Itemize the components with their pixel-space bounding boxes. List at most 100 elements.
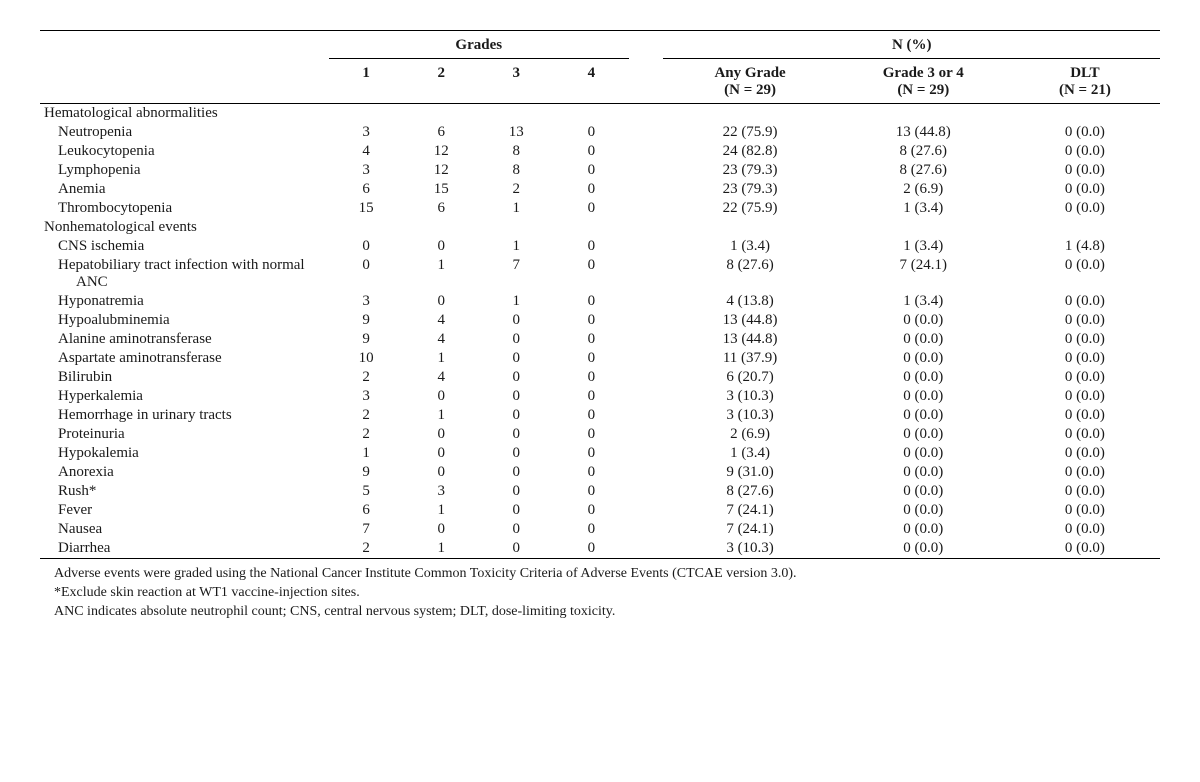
gap xyxy=(629,292,664,311)
table-row: Proteinuria20002 (6.9)0 (0.0)0 (0.0) xyxy=(40,425,1160,444)
cell-any-grade: 3 (10.3) xyxy=(663,539,836,559)
cell-grade-1: 7 xyxy=(329,520,404,539)
table-row: CNS ischemia00101 (3.4)1 (3.4)1 (4.8) xyxy=(40,237,1160,256)
cell-grade-2: 0 xyxy=(404,444,479,463)
adverse-events-table: Grades N (%) 1 2 3 4 Any Grade(N = 29) G… xyxy=(40,30,1160,559)
cell-grade-2: 0 xyxy=(404,237,479,256)
section-header: Nonhematological events xyxy=(40,218,1160,237)
col-any-grade: Any Grade(N = 29) xyxy=(663,59,836,104)
cell-grade-4: 0 xyxy=(554,330,629,349)
footnote-line: ANC indicates absolute neutrophil count;… xyxy=(54,603,1160,622)
cell-dlt: 0 (0.0) xyxy=(1010,425,1160,444)
cell-any-grade: 3 (10.3) xyxy=(663,387,836,406)
cell-grade-1: 2 xyxy=(329,368,404,387)
cell-grade-1: 6 xyxy=(329,180,404,199)
cell-grade-3: 0 xyxy=(479,520,554,539)
cell-dlt: 0 (0.0) xyxy=(1010,444,1160,463)
cell-grade-1: 6 xyxy=(329,501,404,520)
cell-grade-4: 0 xyxy=(554,406,629,425)
cell-grade-3: 1 xyxy=(479,199,554,218)
gap xyxy=(629,368,664,387)
cell-grade-2: 1 xyxy=(404,256,479,292)
gap xyxy=(629,406,664,425)
cell-grade-3-4: 0 (0.0) xyxy=(837,539,1010,559)
cell-grade-3-4: 0 (0.0) xyxy=(837,482,1010,501)
table-row: Fever61007 (24.1)0 (0.0)0 (0.0) xyxy=(40,501,1160,520)
cell-grade-1: 15 xyxy=(329,199,404,218)
cell-dlt: 0 (0.0) xyxy=(1010,539,1160,559)
cell-grade-3: 13 xyxy=(479,123,554,142)
cell-any-grade: 8 (27.6) xyxy=(663,256,836,292)
cell-grade-4: 0 xyxy=(554,292,629,311)
col-grade-3: 3 xyxy=(479,59,554,104)
table-row: Diarrhea21003 (10.3)0 (0.0)0 (0.0) xyxy=(40,539,1160,559)
cell-grade-2: 4 xyxy=(404,330,479,349)
cell-grade-3: 0 xyxy=(479,425,554,444)
cell-any-grade: 7 (24.1) xyxy=(663,501,836,520)
col-grade-4: 4 xyxy=(554,59,629,104)
cell-grade-3-4: 7 (24.1) xyxy=(837,256,1010,292)
cell-grade-3-4: 0 (0.0) xyxy=(837,387,1010,406)
cell-grade-2: 12 xyxy=(404,161,479,180)
cell-grade-3: 0 xyxy=(479,330,554,349)
row-label: Neutropenia xyxy=(40,123,329,142)
cell-any-grade: 22 (75.9) xyxy=(663,199,836,218)
cell-any-grade: 24 (82.8) xyxy=(663,142,836,161)
cell-grade-1: 5 xyxy=(329,482,404,501)
cell-grade-4: 0 xyxy=(554,349,629,368)
cell-grade-3-4: 0 (0.0) xyxy=(837,368,1010,387)
gap xyxy=(629,330,664,349)
gap xyxy=(629,311,664,330)
cell-grade-2: 6 xyxy=(404,123,479,142)
gap xyxy=(629,501,664,520)
cell-grade-1: 0 xyxy=(329,237,404,256)
cell-grade-3-4: 0 (0.0) xyxy=(837,330,1010,349)
row-label: Diarrhea xyxy=(40,539,329,559)
cell-grade-3: 0 xyxy=(479,368,554,387)
cell-any-grade: 23 (79.3) xyxy=(663,180,836,199)
cell-any-grade: 23 (79.3) xyxy=(663,161,836,180)
cell-dlt: 0 (0.0) xyxy=(1010,311,1160,330)
cell-grade-2: 1 xyxy=(404,406,479,425)
cell-dlt: 0 (0.0) xyxy=(1010,368,1160,387)
cell-grade-1: 3 xyxy=(329,292,404,311)
cell-grade-3-4: 1 (3.4) xyxy=(837,199,1010,218)
cell-grade-1: 3 xyxy=(329,387,404,406)
cell-any-grade: 9 (31.0) xyxy=(663,463,836,482)
cell-dlt: 0 (0.0) xyxy=(1010,520,1160,539)
cell-dlt: 0 (0.0) xyxy=(1010,142,1160,161)
cell-any-grade: 6 (20.7) xyxy=(663,368,836,387)
cell-grade-4: 0 xyxy=(554,199,629,218)
cell-grade-1: 10 xyxy=(329,349,404,368)
cell-grade-2: 6 xyxy=(404,199,479,218)
cell-grade-3: 0 xyxy=(479,387,554,406)
cell-any-grade: 3 (10.3) xyxy=(663,406,836,425)
cell-grade-3: 0 xyxy=(479,349,554,368)
gap xyxy=(629,256,664,292)
table-row: Lymphopenia3128023 (79.3)8 (27.6)0 (0.0) xyxy=(40,161,1160,180)
cell-grade-2: 0 xyxy=(404,520,479,539)
cell-grade-4: 0 xyxy=(554,501,629,520)
cell-grade-4: 0 xyxy=(554,520,629,539)
gap xyxy=(629,199,664,218)
table-row: Anemia6152023 (79.3)2 (6.9)0 (0.0) xyxy=(40,180,1160,199)
cell-grade-1: 9 xyxy=(329,330,404,349)
cell-dlt: 0 (0.0) xyxy=(1010,387,1160,406)
cell-grade-2: 1 xyxy=(404,539,479,559)
cell-grade-3: 0 xyxy=(479,444,554,463)
cell-dlt: 0 (0.0) xyxy=(1010,161,1160,180)
table-row: Anorexia90009 (31.0)0 (0.0)0 (0.0) xyxy=(40,463,1160,482)
cell-any-grade: 8 (27.6) xyxy=(663,482,836,501)
cell-grade-4: 0 xyxy=(554,368,629,387)
cell-grade-3: 8 xyxy=(479,161,554,180)
col-grade-1: 1 xyxy=(329,59,404,104)
npct-header: N (%) xyxy=(663,31,1160,59)
cell-grade-1: 2 xyxy=(329,539,404,559)
cell-grade-1: 2 xyxy=(329,425,404,444)
gap xyxy=(629,425,664,444)
cell-grade-3-4: 1 (3.4) xyxy=(837,237,1010,256)
col-grade-2: 2 xyxy=(404,59,479,104)
cell-grade-3: 0 xyxy=(479,311,554,330)
cell-grade-3: 0 xyxy=(479,539,554,559)
cell-dlt: 0 (0.0) xyxy=(1010,330,1160,349)
